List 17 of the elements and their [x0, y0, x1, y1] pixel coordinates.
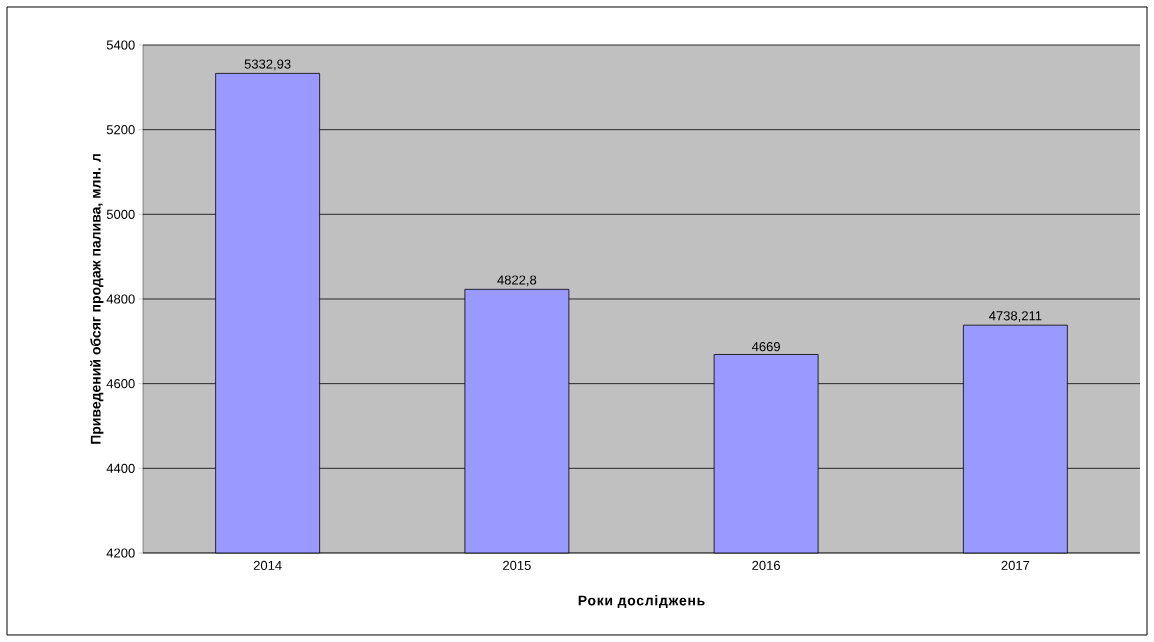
y-tick-label: 4600 [106, 379, 135, 389]
y-tick-label: 4200 [106, 548, 135, 558]
x-axis-title: Роки досліджень [578, 595, 705, 609]
y-tick-label: 5400 [106, 40, 135, 50]
data-label: 4738,211 [989, 311, 1042, 322]
y-tick-label: 5000 [106, 209, 135, 219]
data-label: 4669 [751, 342, 780, 352]
data-label: 5332,93 [244, 59, 291, 71]
x-tick-label: 2017 [1001, 560, 1030, 570]
y-axis-title: Приведений обсяг продаж палива, млн. л [90, 154, 104, 444]
x-tick-label: 2014 [253, 560, 282, 570]
x-tick-label: 2015 [503, 560, 531, 570]
y-tick-label: 4800 [106, 294, 135, 304]
y-tick-label: 4400 [106, 463, 135, 473]
y-tick-label: 5200 [106, 125, 135, 135]
x-tick-label: 2016 [752, 560, 781, 570]
data-label: 4822,8 [497, 275, 537, 287]
